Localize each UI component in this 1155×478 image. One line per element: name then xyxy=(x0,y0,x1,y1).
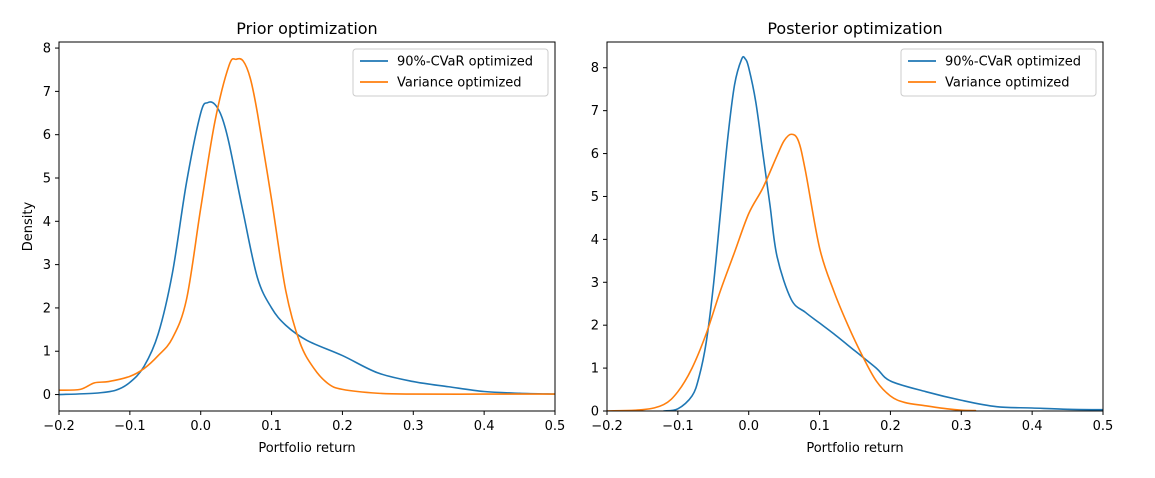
x-tick-label: 0.5 xyxy=(545,419,566,434)
legend-label: 90%-CVaR optimized xyxy=(945,55,1081,70)
y-tick-label: 2 xyxy=(43,301,51,316)
x-tick-label: −0.2 xyxy=(591,419,623,434)
y-tick-label: 7 xyxy=(43,85,51,100)
plot-frame xyxy=(606,41,1104,412)
x-tick-label: 0.5 xyxy=(1093,419,1114,434)
y-tick-label: 1 xyxy=(591,362,599,377)
y-tick-label: 5 xyxy=(591,190,599,205)
legend-frame xyxy=(352,48,549,97)
x-axis-label: Portfolio return xyxy=(258,441,355,456)
x-tick-label: 0.0 xyxy=(190,419,211,434)
y-tick-label: 4 xyxy=(43,215,51,230)
y-tick-label: 3 xyxy=(591,276,599,291)
x-tick-label: −0.1 xyxy=(662,419,694,434)
chart-panel-2: −0.2 −0.1 0.0 0.1 0.2 0.3 0.4 0.5 0 1 2 3 4 5 6 7 8 Poste… xyxy=(591,19,1114,456)
series-group xyxy=(59,57,555,396)
legend-label: Variance optimized xyxy=(397,76,522,91)
legend-label: Variance optimized xyxy=(945,76,1070,91)
legend: 90%-CVaR optimized Variance optimized xyxy=(900,48,1097,97)
x-tick-label: 0.4 xyxy=(474,419,495,434)
series-group xyxy=(607,55,1103,411)
y-tick-label: 5 xyxy=(43,171,51,186)
y-tick-label: 6 xyxy=(43,128,51,143)
plot-frame xyxy=(58,41,556,412)
series-line-variance xyxy=(59,57,555,395)
y-tick-label: 4 xyxy=(591,233,599,248)
y-axis-label: Density xyxy=(21,201,36,251)
y-tick-label: 2 xyxy=(591,319,599,334)
chart-title: Prior optimization xyxy=(236,19,377,38)
x-axis-label: Portfolio return xyxy=(806,441,903,456)
x-tick-label: 0.3 xyxy=(403,419,424,434)
x-tick-label: 0.1 xyxy=(809,419,830,434)
x-tick-label: 0.2 xyxy=(332,419,353,434)
x-tick-label: 0.2 xyxy=(880,419,901,434)
y-tick-label: 3 xyxy=(43,258,51,273)
chart-panel-1: −0.2 −0.1 0.0 0.1 0.2 0.3 0.4 0.5 0 1 2 3 4 5 6 7 8 Prior… xyxy=(21,19,565,456)
series-line-cvar xyxy=(59,101,555,396)
y-tick-label: 8 xyxy=(43,42,51,57)
x-tick-label: −0.1 xyxy=(114,419,146,434)
y-tick-label: 6 xyxy=(591,147,599,162)
x-tick-label: 0.3 xyxy=(951,419,972,434)
legend: 90%-CVaR optimized Variance optimized xyxy=(352,48,549,97)
y-tick-label: 0 xyxy=(591,405,599,420)
legend-label: 90%-CVaR optimized xyxy=(397,55,533,70)
x-tick-label: 0.1 xyxy=(261,419,282,434)
y-tick-label: 7 xyxy=(591,104,599,119)
y-tick-label: 1 xyxy=(43,345,51,360)
x-tick-label: 0.4 xyxy=(1022,419,1043,434)
y-tick-label: 8 xyxy=(591,61,599,76)
x-tick-label: 0.0 xyxy=(738,419,759,434)
series-line-cvar xyxy=(662,55,1103,411)
y-tick-label: 0 xyxy=(43,388,51,403)
x-tick-label: −0.2 xyxy=(43,419,75,434)
legend-frame xyxy=(900,48,1097,97)
chart-title: Posterior optimization xyxy=(767,19,942,38)
series-line-variance xyxy=(607,133,977,411)
